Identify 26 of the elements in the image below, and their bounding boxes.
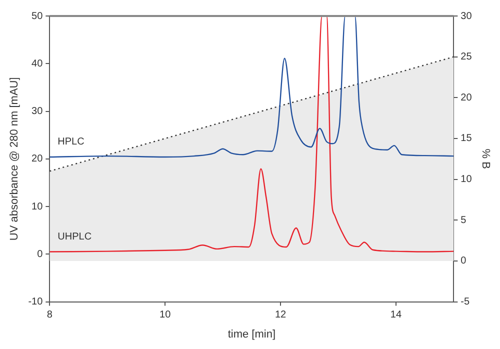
series-label: HPLC bbox=[58, 136, 84, 148]
x-axis-title: time [min] bbox=[228, 328, 276, 340]
y-axis-title: UV absorbance @ 280 nm [mAU] bbox=[8, 77, 21, 241]
y-tick-label: 30 bbox=[32, 106, 44, 118]
y-tick-label: 10 bbox=[32, 201, 44, 212]
x-tick-label: 14 bbox=[390, 310, 402, 321]
y2-tick-label: -5 bbox=[460, 296, 470, 308]
x-tick-label: 12 bbox=[274, 310, 287, 321]
x-tick-label: 8 bbox=[46, 310, 53, 321]
y2-tick-label: 10 bbox=[460, 174, 472, 186]
line-series bbox=[50, 16, 454, 158]
y-tick-label: 40 bbox=[32, 58, 44, 70]
y-tick-label: -10 bbox=[28, 296, 44, 308]
y2-axis-title: % B bbox=[479, 148, 492, 169]
y-tick-label: 20 bbox=[32, 154, 44, 165]
line-series bbox=[50, 16, 454, 252]
y-tick-label: 0 bbox=[37, 248, 44, 260]
y2-tick-label: 0 bbox=[460, 256, 467, 267]
y-tick-label: 50 bbox=[32, 10, 44, 22]
series-label: UHPLC bbox=[58, 232, 92, 243]
y2-tick-label: 30 bbox=[460, 10, 472, 22]
y2-tick-label: 15 bbox=[460, 133, 472, 144]
y2-tick-label: 25 bbox=[460, 52, 472, 63]
y2-tick-label: 20 bbox=[460, 92, 472, 104]
x-tick-label: 10 bbox=[160, 310, 172, 321]
y2-tick-label: 5 bbox=[460, 214, 467, 226]
